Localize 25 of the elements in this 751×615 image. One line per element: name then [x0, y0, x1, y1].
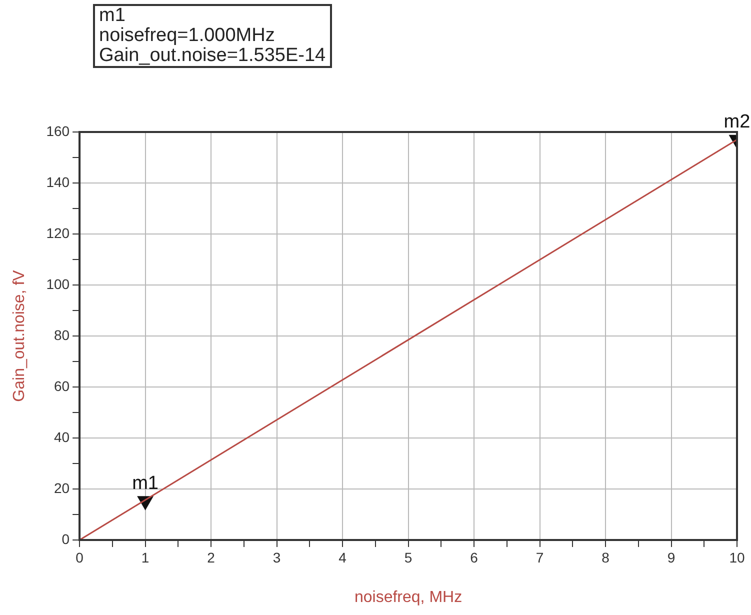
y-tick-label: 60	[54, 378, 70, 394]
x-tick-label: 2	[207, 549, 216, 566]
x-axis-title: noisefreq, MHz	[354, 588, 462, 606]
y-tick-label: 80	[54, 326, 70, 343]
y-tick-label: 40	[54, 428, 70, 445]
x-tick-label: 10	[729, 549, 745, 566]
y-tick-label: 140	[46, 174, 70, 190]
y-axis-title: Gain_out.noise, fV	[11, 270, 28, 402]
x-tick-label: 0	[76, 549, 84, 566]
x-tick-label: 5	[404, 549, 412, 566]
x-tick-label: 6	[470, 549, 478, 566]
x-tick-label: 7	[536, 549, 544, 566]
x-tick-label: 8	[602, 549, 610, 566]
y-tick-label: 160	[46, 122, 70, 139]
x-tick-label: 1	[141, 549, 150, 566]
y-tick-label: 0	[62, 530, 70, 547]
y-tick-label: 120	[46, 224, 70, 241]
annotation: m1	[132, 472, 159, 494]
x-tick-label: 3	[272, 549, 281, 566]
x-tick-label: 9	[667, 549, 676, 566]
y-tick-label: 20	[54, 480, 70, 496]
y-tick-label: 100	[46, 276, 70, 292]
text: m1 noisefreq=1.000MHz Gain_out.noise=1.535E-14	[93, 4, 332, 68]
x-tick-label: 4	[338, 549, 347, 566]
annotation: m2	[724, 112, 750, 133]
